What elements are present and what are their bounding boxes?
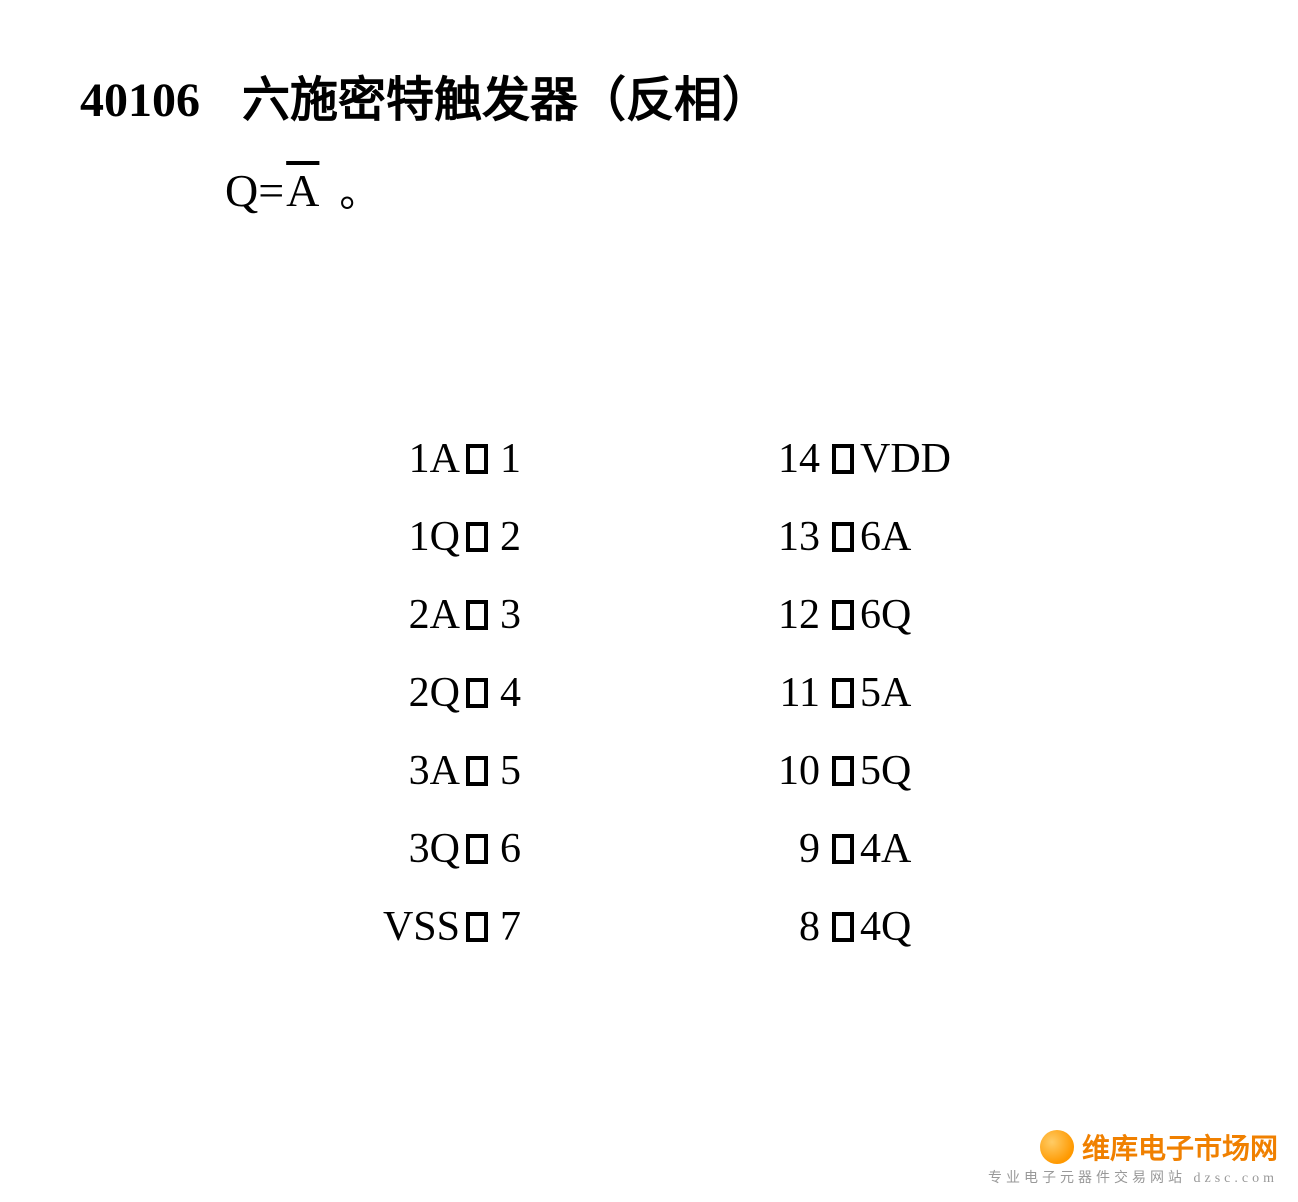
pin-box-icon [466, 444, 488, 474]
pin-right-label: 5A [854, 669, 980, 717]
pin-box-icon [466, 522, 488, 552]
pin-right-label: 5Q [854, 747, 980, 795]
equation-trailing: 。 [339, 170, 379, 215]
pin-left-label: 1A [340, 435, 466, 483]
watermark-small-text: 专业电子元器件交易网站 [988, 1171, 1186, 1186]
pin-row: 2A 3 12 6Q [340, 576, 980, 654]
pin-row: VSS 7 8 4Q [340, 888, 980, 966]
pin-left-num: 2 [488, 513, 540, 561]
watermark-big: 维库电子市场网 [1082, 1127, 1278, 1167]
pin-right-label: 4Q [854, 903, 980, 951]
title-row: 40106 六施密特触发器（反相） [80, 60, 770, 130]
equation: Q=A 。 [225, 160, 379, 218]
pin-box-icon [832, 912, 854, 942]
pin-row: 2Q 4 11 5A [340, 654, 980, 732]
pin-left-num: 4 [488, 669, 540, 717]
pin-right-label: 6Q [854, 591, 980, 639]
watermark: 维库电子市场网 专业电子元器件交易网站 dzsc.com [988, 1127, 1278, 1187]
pin-box-icon [832, 834, 854, 864]
pin-left-num: 7 [488, 903, 540, 951]
pin-box-icon [832, 678, 854, 708]
pin-box-icon [466, 912, 488, 942]
pin-right-num: 13 [760, 513, 832, 561]
pin-right-label: 4A [854, 825, 980, 873]
pin-box-icon [832, 756, 854, 786]
pin-box-icon [466, 834, 488, 864]
pin-left-label: 3Q [340, 825, 466, 873]
part-number: 40106 [80, 74, 200, 127]
pin-right-num: 9 [760, 825, 832, 873]
pin-left-num: 5 [488, 747, 540, 795]
pin-left-num: 1 [488, 435, 540, 483]
equation-lhs: Q= [225, 165, 284, 216]
pin-row: 3Q 6 9 4A [340, 810, 980, 888]
pin-right-num: 11 [760, 669, 832, 717]
pin-right-num: 14 [760, 435, 832, 483]
watermark-big-text: 维库 [1082, 1134, 1138, 1165]
pin-right-num: 8 [760, 903, 832, 951]
pin-box-icon [466, 756, 488, 786]
pin-left-label: 1Q [340, 513, 466, 561]
pin-row: 1Q 2 13 6A [340, 498, 980, 576]
pin-left-num: 6 [488, 825, 540, 873]
pin-left-num: 3 [488, 591, 540, 639]
pin-box-icon [466, 600, 488, 630]
watermark-row1: 维库电子市场网 [988, 1127, 1278, 1167]
pin-right-num: 12 [760, 591, 832, 639]
pin-left-label: 2Q [340, 669, 466, 717]
chip-pinout: 40106 1A 1 14 VDD 1Q 2 13 6A 2A 3 12 6Q … [340, 420, 980, 980]
pin-left-label: VSS [340, 903, 466, 951]
pin-left-label: 3A [340, 747, 466, 795]
watermark-small-suffix: dzsc.com [1194, 1171, 1278, 1186]
pin-right-label: VDD [854, 435, 980, 483]
watermark-logo-icon [1040, 1130, 1074, 1164]
watermark-small: 专业电子元器件交易网站 dzsc.com [988, 1167, 1278, 1187]
pin-box-icon [832, 444, 854, 474]
pin-row: 1A 1 14 VDD [340, 420, 980, 498]
equation-rhs-overlined: A [284, 164, 321, 217]
pin-right-label: 6A [854, 513, 980, 561]
pin-left-label: 2A [340, 591, 466, 639]
title-name: 六施密特触发器（反相） [242, 74, 770, 127]
pin-box-icon [832, 600, 854, 630]
pin-box-icon [832, 522, 854, 552]
pin-row: 3A 5 10 5Q [340, 732, 980, 810]
pin-box-icon [466, 678, 488, 708]
watermark-big-suffix: 电子市场网 [1138, 1134, 1278, 1165]
pin-right-num: 10 [760, 747, 832, 795]
